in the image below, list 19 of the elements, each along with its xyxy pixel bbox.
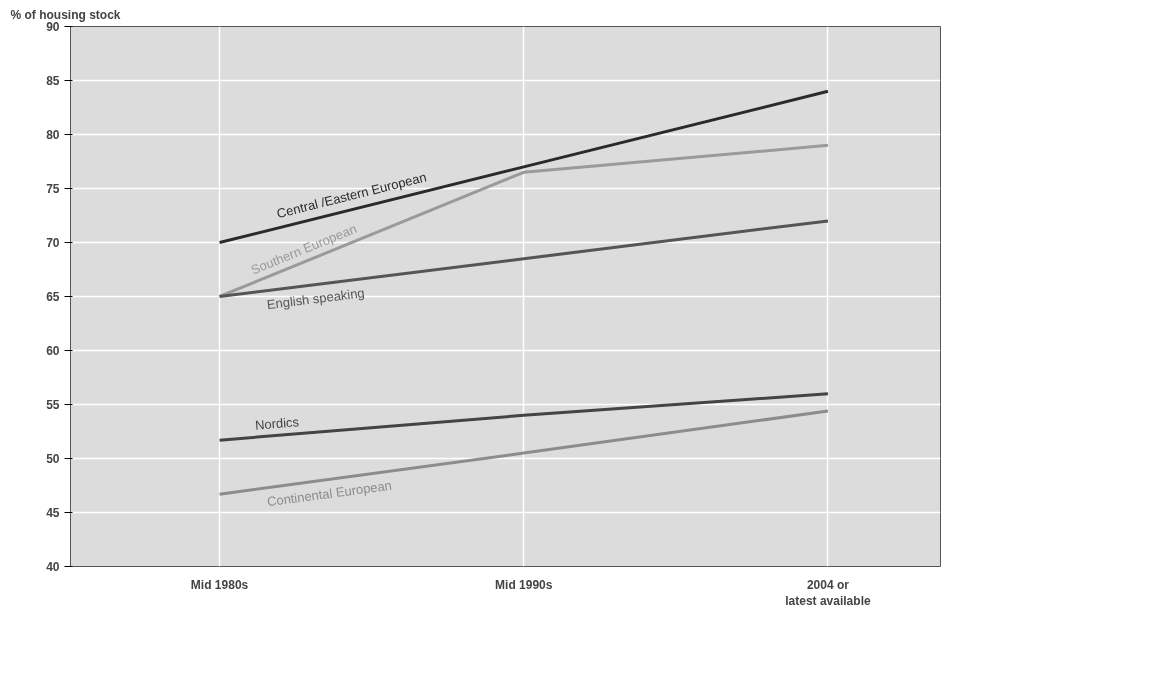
y-tick-label: 90 xyxy=(46,20,60,34)
text: Central /Eastern European xyxy=(275,169,429,222)
y-axis-title: % of housing stock xyxy=(10,7,121,22)
y-tick-label: 85 xyxy=(46,74,60,88)
y-tick-label: 75 xyxy=(46,182,60,196)
x-tick-label: Mid 1980s xyxy=(190,577,249,592)
y-tick-label: 65 xyxy=(46,290,60,304)
y-tick-label: 45 xyxy=(46,506,60,520)
y-tick-label: 40 xyxy=(46,560,60,574)
text: English speaking xyxy=(265,285,366,313)
series-label: Nordics xyxy=(254,414,301,433)
y-tick-label: 70 xyxy=(46,236,60,250)
x-tick-label: Mid 1990s xyxy=(495,577,553,592)
x-tick-label: 2004 or latest available xyxy=(785,577,871,609)
y-tick-label: 55 xyxy=(46,398,60,412)
y-tick-label: 60 xyxy=(46,344,60,358)
text: Continental European xyxy=(266,477,393,510)
y-tick-label: 80 xyxy=(46,128,60,142)
y-tick-label: 50 xyxy=(46,452,60,466)
